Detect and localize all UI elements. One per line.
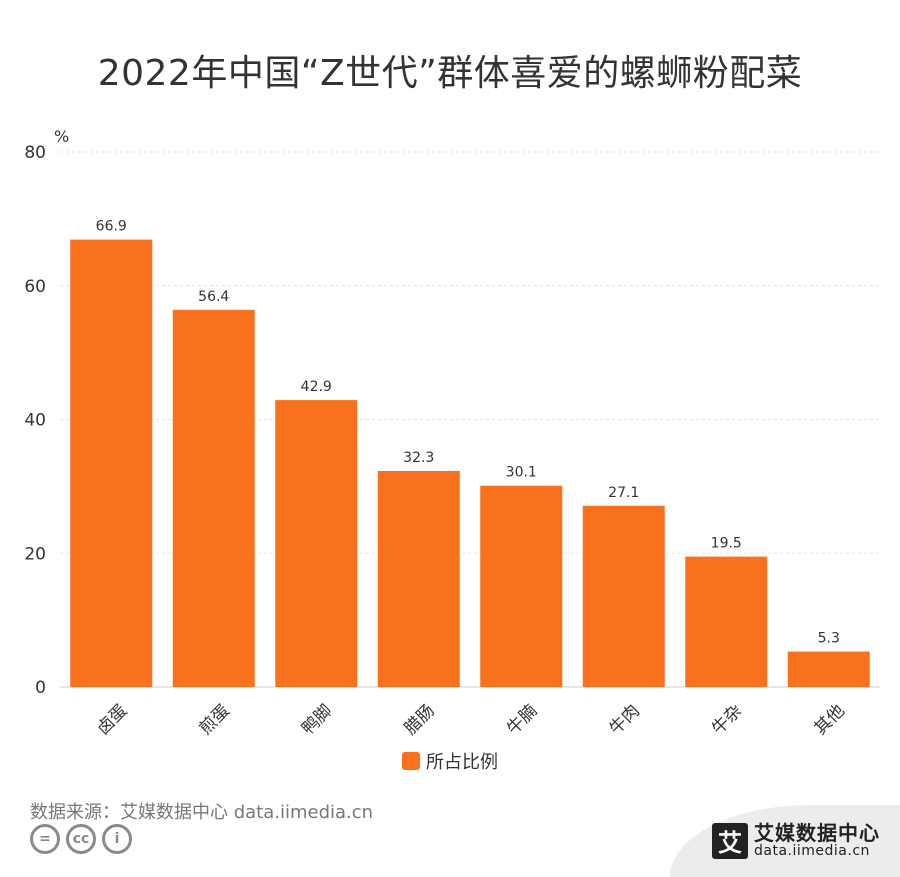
- bar: [685, 556, 768, 687]
- source-note: 数据来源：艾媒数据中心 data.iimedia.cn: [30, 802, 374, 823]
- brand-watermark: 艾 艾媒数据中心 data.iimedia.cn: [712, 822, 880, 859]
- person-icon: i: [102, 824, 132, 854]
- legend: 所占比例: [0, 748, 900, 774]
- legend-swatch: [402, 752, 420, 770]
- y-tick-label: 80: [24, 143, 46, 163]
- bar-chart: 0 20 40 60 80% 66.9 卤蛋 56.4 煎蛋 42.9 鸭脚 32.3 腊肠 30.1 牛腩…: [24, 127, 880, 739]
- license-icons: = cc i: [30, 824, 132, 854]
- bar: [275, 400, 358, 687]
- data-label: 30.1: [506, 465, 537, 481]
- y-axis-unit-label: %: [54, 127, 69, 146]
- data-label: 32.3: [403, 450, 434, 466]
- brand-url: data.iimedia.cn: [754, 843, 870, 859]
- data-label: 42.9: [301, 379, 332, 395]
- bar: [172, 309, 255, 687]
- x-tick-label: 牛腩: [503, 701, 541, 739]
- bar: [787, 651, 870, 687]
- data-label: 56.4: [198, 289, 229, 305]
- y-tick-label: 60: [24, 277, 46, 297]
- y-tick-label: 20: [24, 544, 46, 564]
- x-tick-label: 卤蛋: [93, 701, 131, 739]
- bar: [480, 485, 563, 687]
- bar: [582, 505, 665, 687]
- brand-name: 艾媒数据中心: [754, 821, 880, 845]
- x-tick-label: 鸭脚: [298, 701, 336, 739]
- data-label: 19.5: [711, 536, 742, 552]
- legend-label: 所占比例: [426, 752, 498, 773]
- x-tick-label: 煎蛋: [196, 701, 234, 739]
- equal-sign-icon: =: [30, 824, 60, 854]
- y-tick-label: 40: [24, 411, 46, 431]
- data-label: 66.9: [96, 219, 127, 235]
- data-label: 5.3: [818, 631, 840, 647]
- bar: [377, 470, 460, 687]
- x-tick-label: 牛杂: [708, 701, 746, 739]
- x-tick-label: 牛肉: [606, 701, 644, 739]
- bar: [70, 239, 153, 687]
- brand-logo-icon: 艾: [712, 822, 748, 859]
- chart-title: 2022年中国“Z世代”群体喜爱的螺蛳粉配菜: [97, 53, 803, 94]
- y-tick-label: 0: [35, 678, 46, 698]
- data-label: 27.1: [608, 485, 639, 501]
- x-tick-label: 腊肠: [401, 701, 439, 739]
- x-tick-label: 其他: [811, 701, 849, 739]
- cc-icon: cc: [66, 824, 96, 854]
